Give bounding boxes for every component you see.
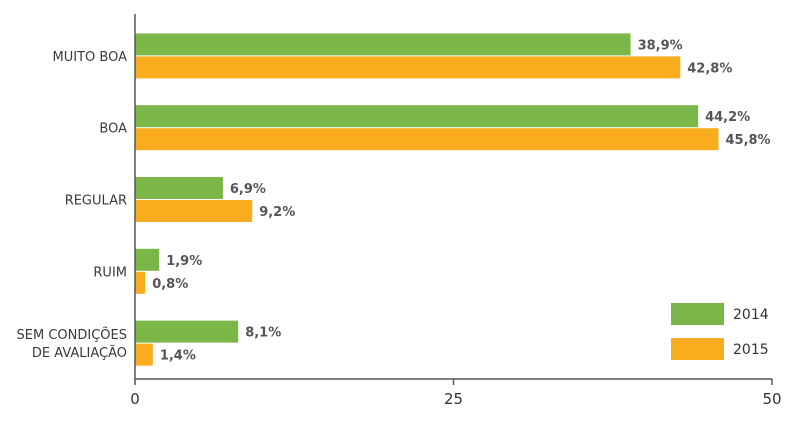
legend: 2014 2015 (671, 303, 769, 360)
value-label-2014-4: 8,1% (245, 326, 281, 341)
legend-label-2015: 2015 (733, 342, 769, 358)
bars-group (135, 33, 719, 366)
bar-2015-4 (135, 343, 153, 366)
axes: 0 25 50 (130, 14, 782, 408)
value-labels: 38,9% 42,8% 44,2% 45,8% 6,9% 9,2% 1,9% 0,8% 8,1%… (152, 38, 770, 363)
value-label-2014-0: 38,9% (638, 38, 683, 53)
category-label-4-line-0: SEM CONDIÇÕES (17, 327, 127, 343)
category-label-1: BOA (99, 122, 127, 137)
x-tick-label-1: 25 (444, 390, 463, 408)
value-label-2015-0: 42,8% (687, 61, 732, 76)
value-label-2015-1: 45,8% (725, 133, 770, 148)
bar-2014-4 (135, 320, 239, 343)
legend-swatch-2014 (671, 303, 724, 325)
category-label-0: MUITO BOA (53, 50, 128, 65)
bar-2015-1 (135, 128, 719, 151)
value-label-2014-2: 6,9% (230, 182, 266, 197)
bar-2014-2 (135, 177, 223, 199)
value-label-2015-4: 1,4% (160, 349, 196, 364)
x-tick-label-2: 50 (762, 390, 781, 408)
bar-2014-3 (135, 248, 160, 271)
bar-2015-3 (135, 271, 146, 294)
value-label-2014-3: 1,9% (166, 254, 202, 269)
legend-label-2014: 2014 (733, 307, 769, 323)
category-labels: MUITO BOA BOA REGULAR RUIM SEM CONDIÇÕES DE A… (17, 50, 128, 361)
category-label-4-line-1: DE AVALIAÇÃO (32, 345, 127, 361)
bar-2015-0 (135, 56, 681, 79)
value-label-2014-1: 44,2% (705, 110, 750, 125)
x-tick-label-0: 0 (130, 390, 140, 408)
value-label-2015-2: 9,2% (259, 205, 295, 220)
legend-swatch-2015 (671, 338, 724, 360)
category-label-3: RUIM (93, 265, 127, 280)
bar-2014-0 (135, 33, 631, 56)
bar-2015-2 (135, 200, 253, 222)
value-label-2015-3: 0,8% (152, 277, 188, 292)
bar-2014-1 (135, 105, 699, 128)
category-label-2: REGULAR (65, 194, 127, 209)
